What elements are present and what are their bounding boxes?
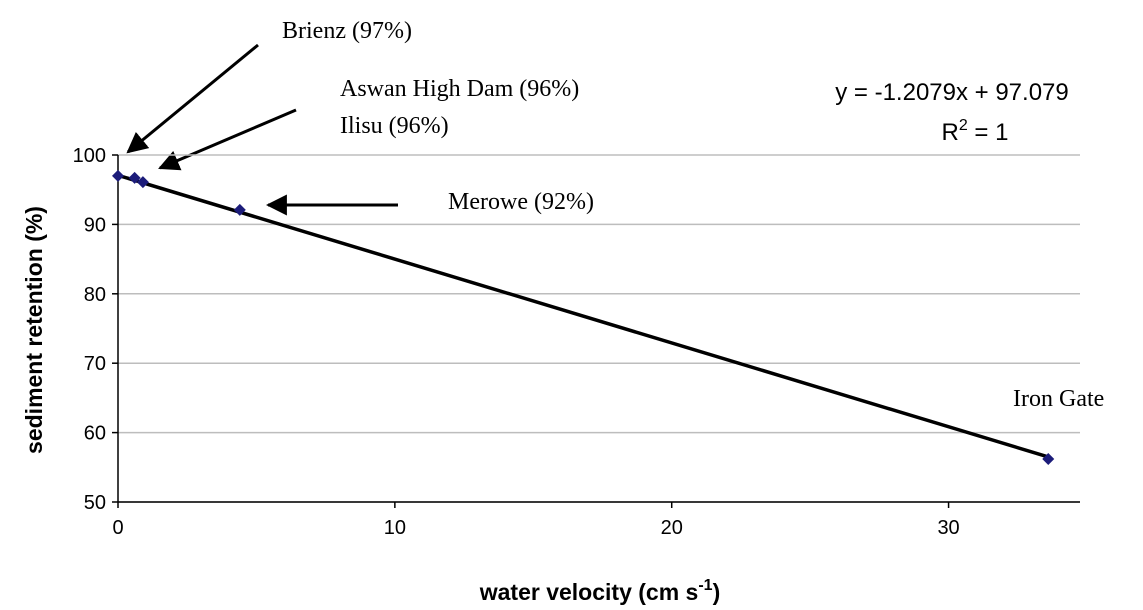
x-axis-title: water velocity (cm s-1) xyxy=(479,577,721,605)
y-tick-label: 60 xyxy=(84,423,106,445)
data-point xyxy=(112,169,124,182)
y-axis-title: sediment retention (%) xyxy=(21,206,47,454)
r-squared-part: R xyxy=(942,119,959,146)
arrow xyxy=(126,43,259,154)
y-tick-label: 100 xyxy=(73,145,106,167)
trend-line xyxy=(117,173,1049,459)
x-tick-label: 10 xyxy=(384,517,406,539)
r-squared-part: = 1 xyxy=(968,119,1009,146)
x-axis-title-part: water velocity (cm s xyxy=(479,579,699,605)
y-tick-label: 70 xyxy=(84,353,106,375)
annotation: Brienz (97%) xyxy=(282,18,412,44)
annotation: Ilisu (96%) xyxy=(340,113,449,139)
arrow xyxy=(158,108,297,171)
r-squared-sup: 2 xyxy=(959,117,968,134)
r-squared: R2 = 1 xyxy=(942,117,1009,146)
x-tick-label: 0 xyxy=(112,517,123,539)
annotation: Merowe (92%) xyxy=(448,189,594,215)
y-tick-label: 80 xyxy=(84,284,106,306)
annotation: Aswan High Dam (96%) xyxy=(340,76,579,102)
annotation: Iron Gate xyxy=(1013,386,1104,412)
trend-equation: y = -1.2079x + 97.079 xyxy=(835,79,1069,106)
x-axis-title-part: ) xyxy=(713,579,721,605)
data-point xyxy=(136,176,149,189)
x-tick-label: 20 xyxy=(661,517,683,539)
y-tick-label: 90 xyxy=(84,214,106,236)
data-point xyxy=(233,203,246,216)
y-tick-label: 50 xyxy=(84,492,106,514)
x-axis-title-sup: -1 xyxy=(698,577,712,594)
data-point xyxy=(1042,452,1055,465)
data-point xyxy=(128,171,141,184)
x-tick-label: 30 xyxy=(937,517,959,539)
